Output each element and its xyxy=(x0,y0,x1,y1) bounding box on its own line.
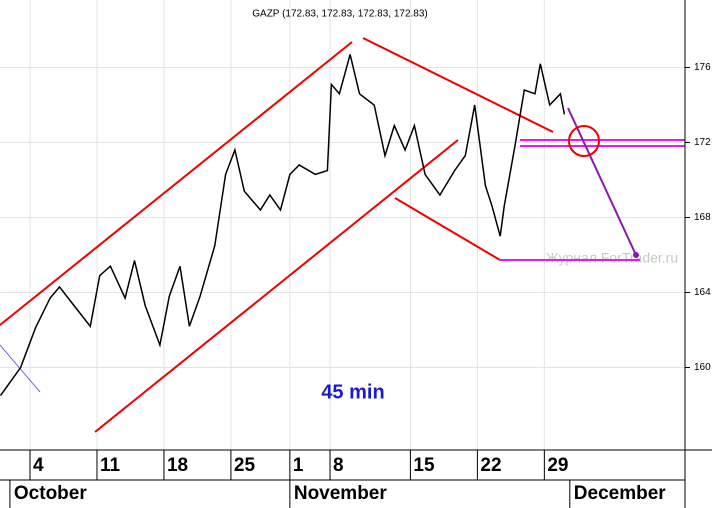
y-tick-label: 168 xyxy=(694,212,711,223)
y-tick-label: 172 xyxy=(694,137,711,148)
month-label: November xyxy=(294,483,388,504)
trend-line xyxy=(0,41,353,326)
y-tick-label: 160 xyxy=(694,362,711,373)
x-tick-label: 4 xyxy=(33,455,44,476)
drawings xyxy=(0,37,685,433)
x-tick-label: 8 xyxy=(333,455,344,476)
x-tick-label: 29 xyxy=(547,455,568,476)
trend-line xyxy=(394,197,501,261)
x-tick-label: 1 xyxy=(293,455,304,476)
trend-line xyxy=(94,139,459,433)
x-tick-label: 25 xyxy=(234,455,256,476)
watermark: Журнал ForTrader.ru xyxy=(546,250,678,266)
target-line xyxy=(567,107,637,256)
x-tick-label: 18 xyxy=(167,455,188,476)
plot xyxy=(0,54,566,397)
trend-line xyxy=(362,37,554,133)
chart-title: GAZP (172.83, 172.83, 172.83, 172.83) xyxy=(252,9,428,20)
timeframe-label: 45 min xyxy=(321,381,384,403)
target-point xyxy=(633,252,639,258)
x-tick-label: 15 xyxy=(413,455,435,476)
month-label: December xyxy=(574,483,666,504)
grid xyxy=(0,0,685,450)
x-tick-label: 22 xyxy=(480,455,501,476)
x-tick-label: 11 xyxy=(100,455,121,476)
highlight-circle xyxy=(568,125,600,157)
y-tick-label: 176 xyxy=(694,62,711,73)
month-label: October xyxy=(14,483,87,504)
y-tick-label: 164 xyxy=(694,287,711,298)
price-line xyxy=(0,54,566,397)
